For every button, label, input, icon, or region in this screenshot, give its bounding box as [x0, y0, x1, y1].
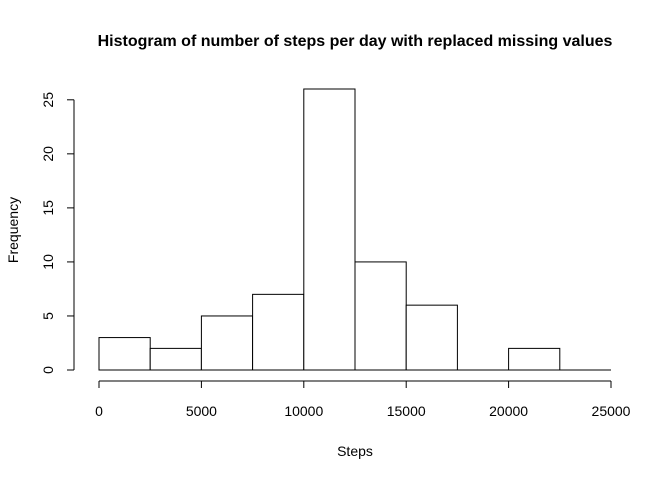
y-tick-label-2: 10 — [40, 254, 56, 270]
y-tick-label-4: 20 — [40, 146, 56, 162]
histogram-bar-1 — [149, 347, 202, 371]
y-tick-label-0: 0 — [40, 366, 56, 374]
histogram-bar-5 — [354, 261, 407, 371]
histogram-bar-6 — [405, 304, 458, 371]
x-tick-label-0: 0 — [95, 403, 103, 419]
x-tick-label-4: 20000 — [489, 403, 528, 419]
x-axis: 0 5000 10000 15000 20000 25000 — [95, 380, 631, 419]
chart-title: Histogram of number of steps per day wit… — [98, 33, 613, 50]
x-tick-label-3: 15000 — [387, 403, 426, 419]
x-tick-label-2: 10000 — [284, 403, 323, 419]
histogram-bar-8 — [508, 347, 561, 371]
x-tick-label-5: 25000 — [592, 403, 631, 419]
histogram-bar-2 — [200, 315, 254, 371]
y-tick-label-1: 5 — [40, 312, 56, 320]
histogram-bar-0 — [98, 337, 151, 371]
x-axis-label: Steps — [337, 443, 373, 459]
y-axis: 0 5 10 15 20 25 — [40, 92, 75, 374]
bars-group — [98, 88, 611, 371]
y-tick-label-5: 25 — [40, 92, 56, 108]
histogram-bar-4 — [303, 88, 356, 371]
x-tick-label-1: 5000 — [186, 403, 217, 419]
histogram-bar-3 — [252, 293, 305, 371]
y-axis-label: Frequency — [5, 197, 21, 263]
y-tick-label-3: 15 — [40, 200, 56, 216]
